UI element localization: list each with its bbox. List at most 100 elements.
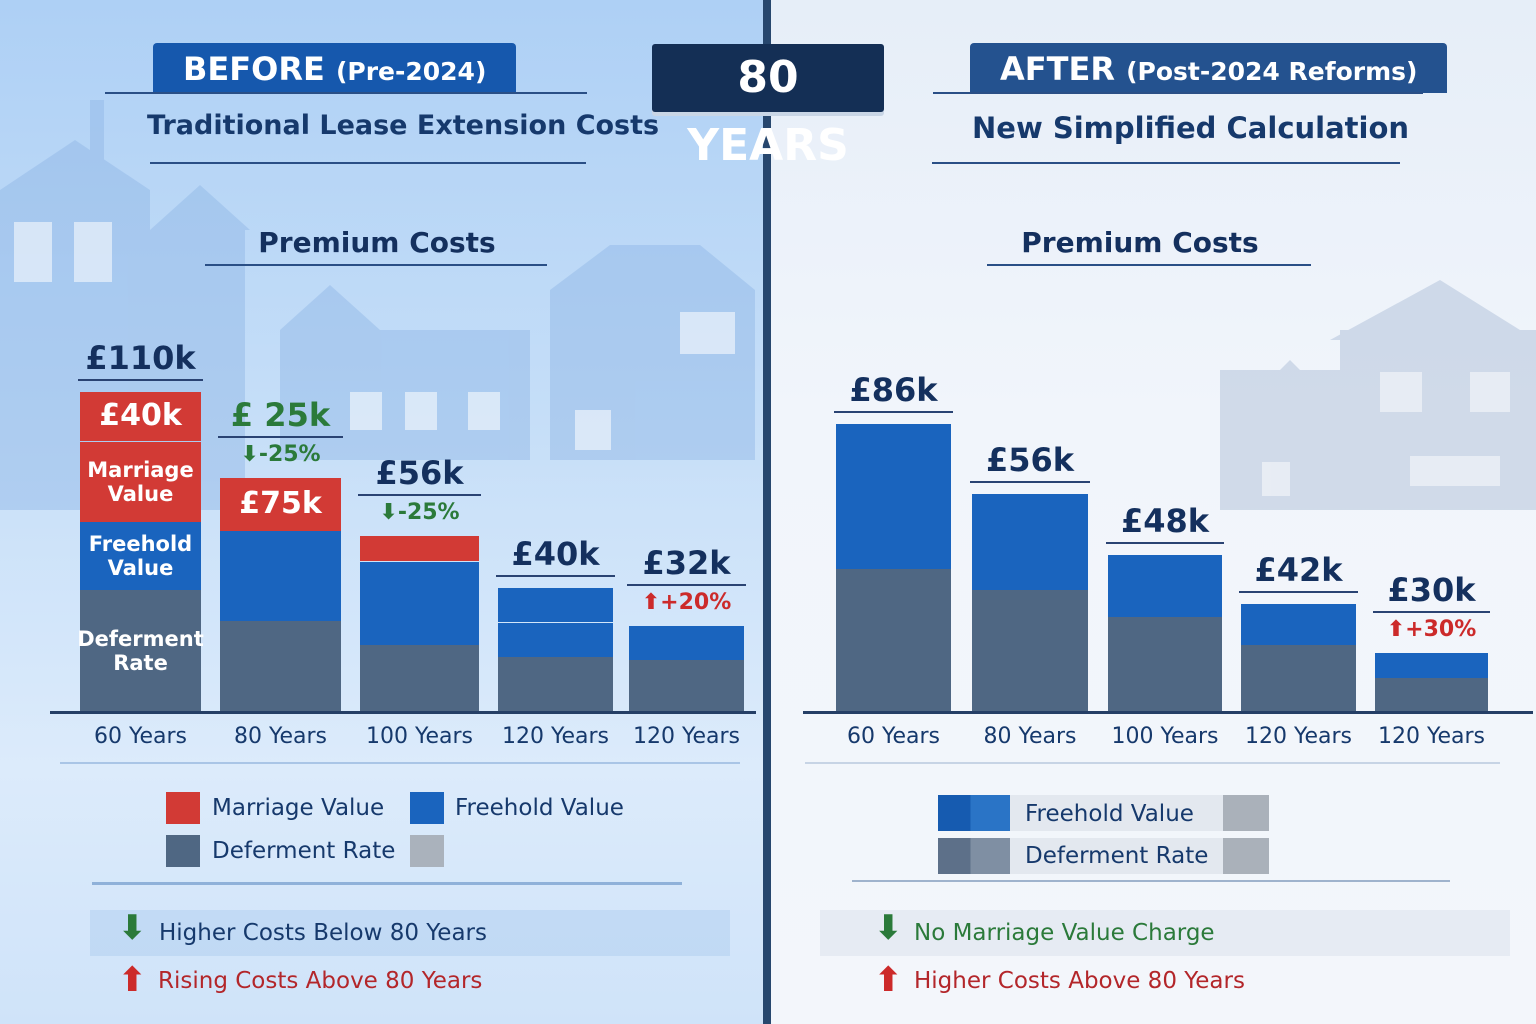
category-label: 60 Years (93, 724, 188, 749)
center-badge: 80 YEARS (652, 44, 884, 171)
after-subtitle: New Simplified Calculation (972, 111, 1410, 145)
bar-segment-marriage: £75k (220, 478, 341, 531)
bar-total-label: £30k (1387, 571, 1476, 609)
bar-total-rule (1106, 542, 1224, 545)
before-tab: BEFORE (Pre-2024) (153, 43, 517, 93)
bar-total-rule (496, 574, 615, 577)
category-label: 120 Years (1377, 724, 1486, 749)
bar-total-rule (78, 378, 203, 381)
category-label: 120 Years (1244, 724, 1353, 749)
category-label: 60 Years (846, 724, 941, 749)
bar-segment-deferment (1108, 617, 1222, 712)
legend-swatch-blank (410, 835, 444, 867)
change-percent: +30% (1405, 617, 1477, 642)
after-chart-title-rule (987, 264, 1311, 266)
category-label: 120 Years (501, 724, 610, 749)
bar-total-rule (970, 481, 1090, 484)
bar-segment-freehold (220, 531, 341, 621)
legend-swatch-grey (1223, 838, 1269, 874)
bar-total-rule (358, 494, 481, 497)
after-note-2: Higher Costs Above 80 Years (914, 968, 1245, 994)
before-subtitle-rule (150, 162, 586, 164)
after-x-axis (803, 711, 1533, 714)
after-note-band (820, 910, 1510, 956)
before-note-2: Rising Costs Above 80 Years (158, 968, 483, 994)
before-legend-rule (92, 882, 682, 885)
arrow-up-icon: ⬆ (874, 960, 903, 1000)
before-note-band (90, 910, 730, 956)
bar-segment-marriage: Marriage Value (80, 441, 201, 522)
legend-label-deferment: Deferment Rate (212, 838, 396, 864)
bar-change-annotation: ⬇-25% (220, 442, 341, 467)
bar-change-annotation: ⬆+20% (629, 590, 744, 615)
after-subtitle-rule (932, 162, 1400, 164)
bar-segment-freehold (629, 625, 744, 661)
bar-segment-deferment (836, 568, 951, 712)
before-subtitle: Traditional Lease Extension Costs (147, 110, 660, 141)
arrow-up-icon: ⬆ (1386, 617, 1406, 642)
legend-swatch-freehold (938, 795, 1010, 831)
bar-segment-marriage (360, 536, 479, 562)
bar-segment-freehold (836, 424, 951, 569)
before-chart-title: Premium Costs (258, 226, 496, 259)
category-label: 80 Years (233, 724, 328, 749)
before-tab-subtitle: (Pre-2024) (335, 57, 487, 86)
bar-segment-freehold: Freehold Value (80, 521, 201, 590)
bar-segment-deferment (220, 620, 341, 712)
legend-swatch-deferment (166, 835, 200, 867)
bar-segment-deferment (360, 644, 479, 712)
bar-total-label: £110k (85, 338, 196, 377)
arrow-down-icon: ⬇ (874, 908, 903, 948)
bar-change-annotation: ⬇-25% (360, 500, 479, 525)
change-percent: +20% (660, 589, 732, 615)
change-percent: -25% (397, 500, 460, 526)
bar-total-label: £48k (1120, 502, 1210, 541)
bar-segment-freehold (1108, 555, 1222, 618)
bar-total-label: £56k (985, 441, 1075, 480)
bar-total-label: £56k (375, 454, 464, 493)
bar-segment-freehold (498, 622, 613, 658)
legend-label-deferment: Deferment Rate (1025, 843, 1209, 869)
legend-label-freehold: Freehold Value (455, 795, 624, 821)
bar-segment-freehold (972, 494, 1088, 590)
after-legend-rule (852, 880, 1450, 882)
before-chart-title-rule (205, 264, 547, 266)
bar-segment-freehold (360, 561, 479, 645)
legend-label-freehold: Freehold Value (1025, 801, 1194, 827)
bar-total-label: £40k (511, 534, 600, 573)
after-tab-title: AFTER (1000, 50, 1115, 88)
bar-total-label: £ 25k (230, 396, 331, 435)
bar-total-rule (834, 411, 953, 414)
category-label: 100 Years (365, 724, 474, 749)
bar-total-rule (1239, 591, 1358, 594)
bar-segment-freehold (498, 587, 613, 623)
bar-total-rule (627, 583, 746, 586)
bar-segment-deferment (1241, 644, 1356, 712)
bar-total-rule (1373, 611, 1490, 613)
bar-total-label: £32k (642, 543, 731, 582)
bar-segment-freehold (1241, 604, 1356, 645)
after-chart-title: Premium Costs (1021, 226, 1259, 259)
change-percent: -25% (258, 442, 321, 468)
after-tab-subtitle: (Post-2024 Reforms) (1126, 57, 1418, 86)
bar-segment-deferment (629, 660, 744, 712)
bar-segment-deferment (498, 657, 613, 712)
before-x-axis (50, 711, 756, 714)
arrow-up-icon: ⬆ (118, 960, 147, 1000)
bar-total-label: £86k (849, 371, 938, 410)
bar-total-rule (218, 436, 343, 439)
arrow-up-icon: ⬆ (641, 589, 661, 615)
center-divider (763, 0, 771, 1024)
bar-segment-deferment (972, 590, 1088, 712)
before-note-1: Higher Costs Below 80 Years (159, 920, 487, 946)
legend-swatch-marriage (166, 792, 200, 824)
bar-total-label: £42k (1254, 551, 1343, 590)
category-label: 100 Years (1111, 724, 1219, 749)
before-header-rule (105, 92, 587, 94)
bar-segment-marriage: £40k (80, 391, 201, 442)
after-note-1: No Marriage Value Charge (914, 920, 1215, 946)
before-category-rule (60, 762, 740, 764)
after-header-rule (933, 92, 1423, 94)
